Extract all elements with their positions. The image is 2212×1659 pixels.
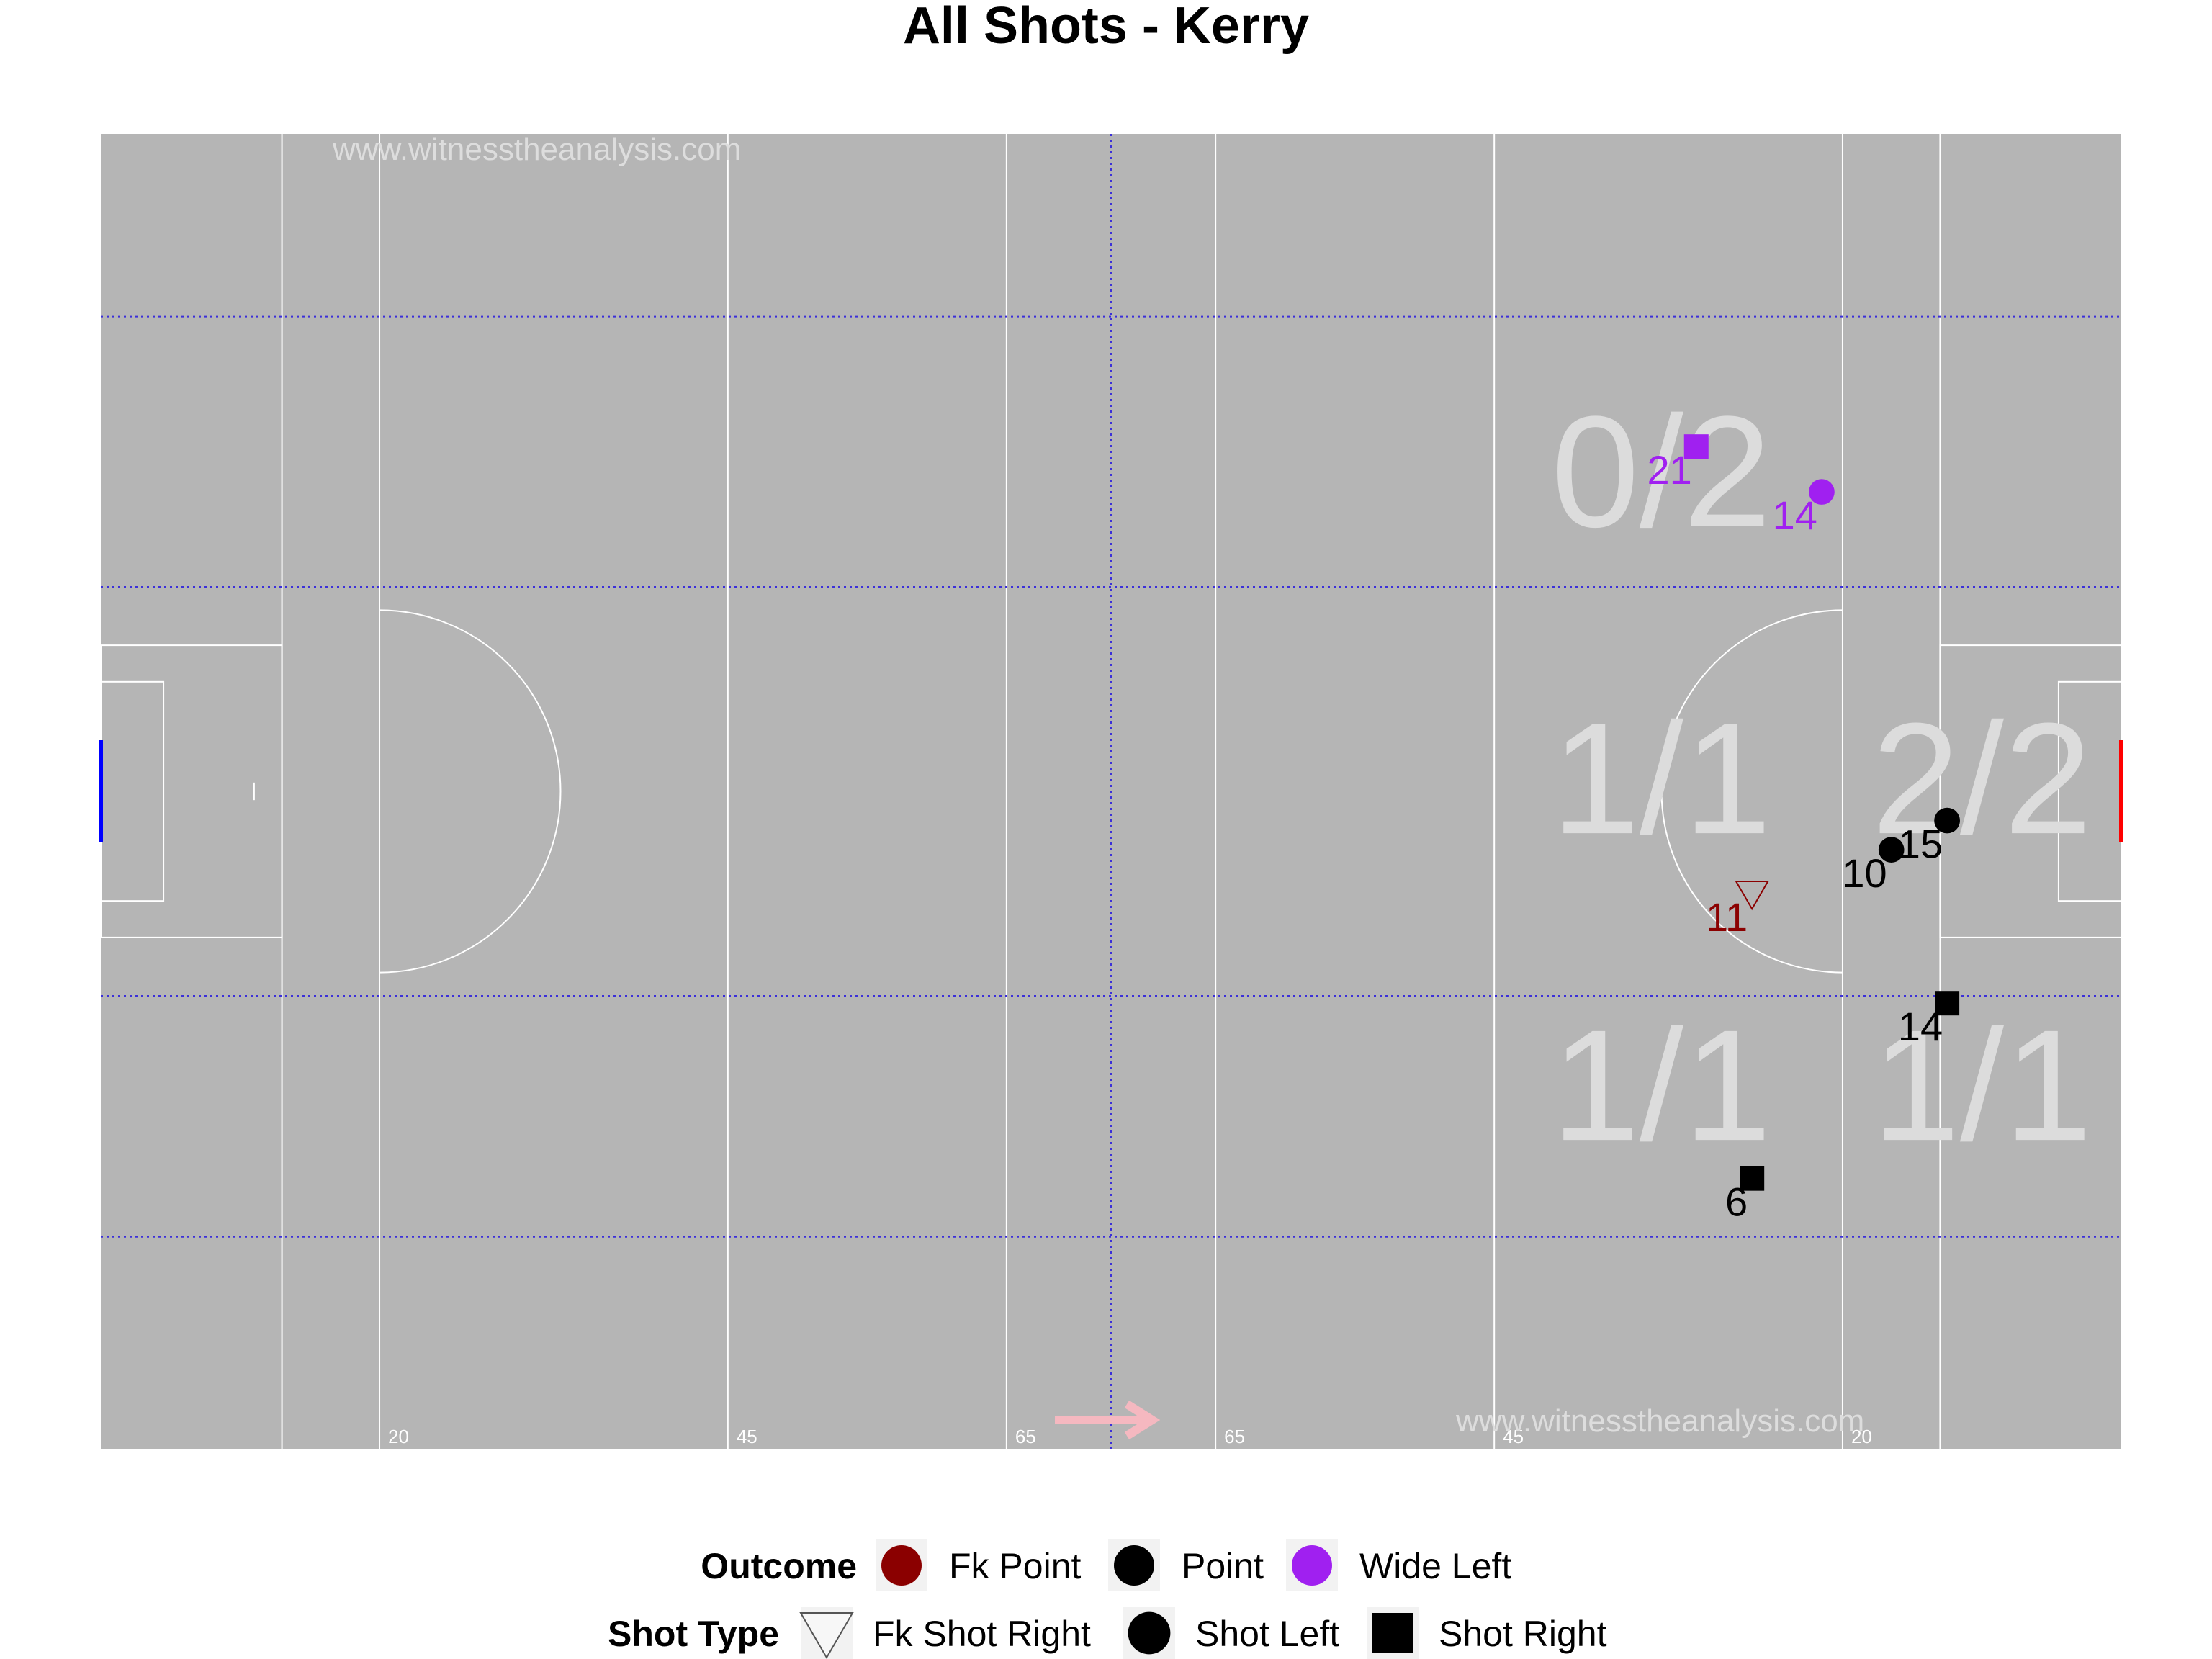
- watermark: www.witnesstheanalysis.com: [332, 132, 741, 167]
- distance-label: 20: [1851, 1426, 1872, 1447]
- chart-title: All Shots - Kerry: [902, 0, 1310, 55]
- legend-key-outcome: [1292, 1545, 1332, 1586]
- zone-ratio-label: 0/2: [1551, 383, 1771, 560]
- legend-title-outcome: Outcome: [701, 1546, 857, 1586]
- legend-label-outcome: Fk Point: [949, 1546, 1082, 1586]
- legend-title-shot-type: Shot Type: [608, 1614, 779, 1654]
- legend-key-outcome: [1114, 1545, 1154, 1586]
- shot-marker: [1934, 807, 1960, 834]
- legend-label-shot-type: Shot Left: [1195, 1614, 1339, 1654]
- shot-marker: [1878, 837, 1905, 863]
- shot-label: 14: [1898, 1004, 1943, 1049]
- distance-label: 65: [1224, 1426, 1245, 1447]
- shot-marker: [1809, 479, 1835, 505]
- legend-key-shot-type: [1372, 1613, 1413, 1653]
- shot-label: 14: [1773, 493, 1817, 538]
- zone-ratio-label: 1/1: [1551, 997, 1771, 1174]
- legend-key-outcome: [881, 1545, 922, 1586]
- distance-label: 65: [1015, 1426, 1036, 1447]
- arc-left: [379, 609, 561, 974]
- shot-marker: [1740, 1166, 1765, 1191]
- legend-label-outcome: Point: [1182, 1546, 1264, 1586]
- legend-label-outcome: Wide Left: [1359, 1546, 1511, 1586]
- direction-arrowhead: [1124, 1400, 1161, 1440]
- shot-label: 10: [1842, 850, 1887, 896]
- shot-marker: [1683, 434, 1709, 459]
- distance-label: 45: [737, 1426, 757, 1447]
- distance-label: 45: [1503, 1426, 1524, 1447]
- legend-label-shot-type: Fk Shot Right: [873, 1614, 1091, 1654]
- distance-label: 20: [388, 1426, 409, 1447]
- watermark: www.witnesstheanalysis.com: [1455, 1403, 1864, 1439]
- shot-marker: [1935, 991, 1960, 1016]
- shot-label: 6: [1725, 1179, 1748, 1225]
- arc-right: [1661, 609, 1843, 974]
- shot-label: 11: [1706, 894, 1748, 940]
- legend-label-shot-type: Shot Right: [1439, 1614, 1607, 1654]
- zone-ratio-label: 2/2: [1872, 690, 2092, 867]
- legend-key-shot-type: [799, 1612, 854, 1659]
- shot-label: 15: [1898, 822, 1943, 867]
- zone-ratio-label: 1/1: [1551, 690, 1771, 867]
- legend-key-shot-type: [1128, 1611, 1171, 1655]
- zone-ratio-label: 1/1: [1872, 997, 2092, 1174]
- shot-marker: [1735, 881, 1770, 911]
- shot-label: 21: [1647, 447, 1691, 493]
